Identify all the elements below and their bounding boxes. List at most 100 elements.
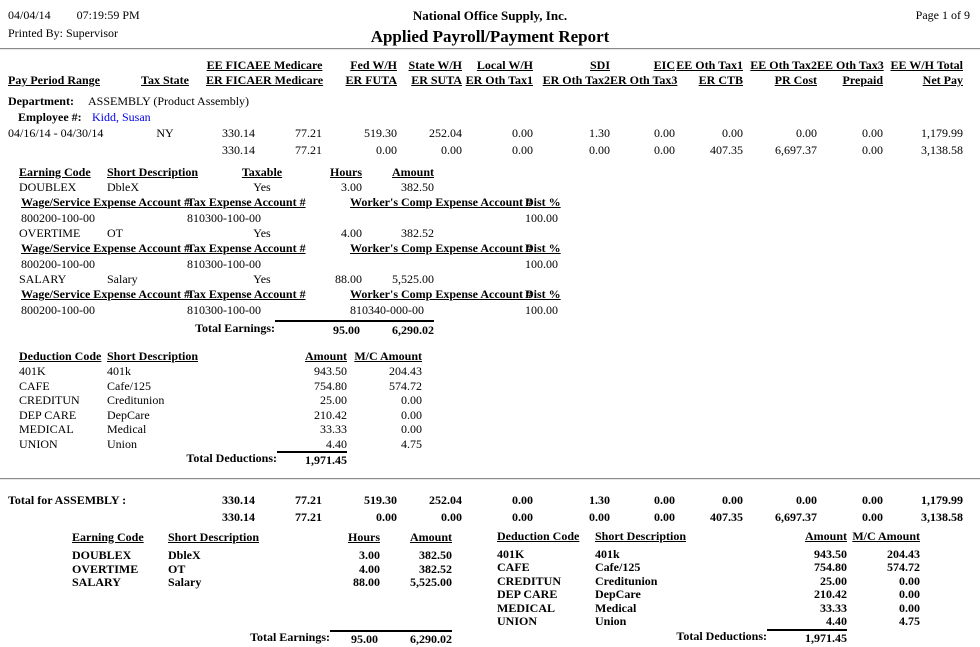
value-cell: 77.21 <box>295 510 322 524</box>
deduction-desc: Creditunion <box>107 393 165 407</box>
value-cell: 519.30 <box>364 493 397 507</box>
total-earnings-row: Total Earnings: 95.00 6,290.02 <box>0 320 980 339</box>
value-cell: 0.00 <box>862 493 883 507</box>
earning-amount: 382.52 <box>419 561 452 576</box>
deduction-mc-amount: 0.00 <box>401 407 422 422</box>
report-date: 04/04/14 <box>8 8 51 22</box>
deduction-code: MEDICAL <box>19 422 74 436</box>
report-titles: National Office Supply, Inc. Applied Pay… <box>0 8 980 47</box>
value-cell: 77.21 <box>295 126 322 140</box>
wage-expense-header: Wage/Service Expense Account # <box>21 195 190 209</box>
earning-summary-row: DOUBLEX DbleX 3.00 382.50 <box>72 548 452 563</box>
employee-name-link[interactable]: Kidd, Susan <box>92 110 151 124</box>
value-cell: 1.30 <box>589 126 610 140</box>
report-title: Applied Payroll/Payment Report <box>370 27 610 46</box>
total-deductions-row: Total Deductions: 1,971.45 <box>0 451 980 468</box>
col-header-net-pay: Net Pay <box>922 73 963 87</box>
earning-amount: 5,525.00 <box>410 575 452 589</box>
col-header-fed-wh: Fed W/H <box>350 58 397 72</box>
expense-values: 800200-100-00 810300-100-00 810340-000-0… <box>0 302 980 318</box>
deduction-code: 401K <box>19 364 46 378</box>
deduction-desc: DepCare <box>107 407 150 422</box>
deduction-mc-amount: 204.43 <box>887 546 920 561</box>
value-cell: 252.04 <box>429 493 462 507</box>
deduction-code: CREDITUN <box>19 393 80 407</box>
print-info: 04/04/14 07:19:59 PM Printed By: Supervis… <box>8 8 166 41</box>
col-header-pr-cost: PR Cost <box>774 73 817 87</box>
earnings-section: Earning Code Short Description Taxable H… <box>0 165 980 339</box>
total-deductions-amount: 1,971.45 <box>277 451 347 468</box>
deduction-desc: Medical <box>107 422 147 436</box>
deduction-desc: Union <box>595 614 627 628</box>
deduction-mc-amount: 4.75 <box>899 614 920 628</box>
value-cell: 0.00 <box>862 126 883 140</box>
value-cell: 0.00 <box>512 510 533 524</box>
wage-expense-account: 800200-100-00 <box>21 211 95 225</box>
deduction-code: 401K <box>497 546 525 561</box>
col-header-er-ctb: ER CTB <box>698 73 743 87</box>
col-header-er-futa: ER FUTA <box>345 73 397 87</box>
deduction-code: CAFE <box>19 378 50 393</box>
col-header-ee-oth-tax3: EE Oth Tax3 <box>817 58 884 72</box>
company-name: National Office Supply, Inc. <box>412 8 568 23</box>
deduction-amount: 210.42 <box>314 407 347 422</box>
total-deductions-label: Total Deductions: <box>186 451 277 465</box>
deduction-desc: Medical <box>595 600 637 615</box>
taxable-header: Taxable <box>241 165 283 179</box>
deduction-mc-amount: 0.00 <box>899 587 920 601</box>
employee-line: Employee #: Kidd, Susan <box>0 109 980 125</box>
value-cell: 330.14 <box>222 126 255 140</box>
deduction-summary-row: DEP CARE DepCare 210.42 0.00 <box>497 587 920 602</box>
comp-expense-account <box>350 256 525 272</box>
deductions-summary: Deduction Code Short Description Amount … <box>497 529 920 647</box>
deduction-mc-amount: 4.75 <box>401 436 422 451</box>
value-cell: 0.00 <box>441 143 462 157</box>
col-header-er-oth-tax1: ER Oth Tax1 <box>465 73 533 87</box>
amount-header: Amount <box>391 165 434 179</box>
dist-pct-value: 100.00 <box>525 257 558 271</box>
value-cell: 407.35 <box>710 510 743 524</box>
value-cell: 519.30 <box>364 126 397 140</box>
value-cell: 6,697.37 <box>775 510 817 524</box>
deductions-section: Deduction Code Short Description Amount … <box>0 349 980 468</box>
deduction-mc-amount: 574.72 <box>389 378 422 393</box>
expense-values: 800200-100-00 810300-100-00 100.00 <box>0 256 980 272</box>
value-cell: 0.00 <box>862 143 883 157</box>
earning-desc: OT <box>168 561 186 576</box>
deduction-amount: 33.33 <box>320 422 347 436</box>
deduction-amount: 4.40 <box>826 614 847 628</box>
value-cell: 3,138.58 <box>921 143 963 157</box>
earning-hours: 88.00 <box>353 575 380 589</box>
short-description-header: Short Description <box>107 165 198 179</box>
deduction-mc-amount: 204.43 <box>389 364 422 378</box>
deduction-row: CAFE Cafe/125 754.80 574.72 <box>0 379 980 394</box>
earning-code: SALARY <box>19 272 67 286</box>
deduction-mc-amount: 0.00 <box>401 393 422 407</box>
col-header-ee-medicare: EE Medicare <box>255 58 323 72</box>
value-cell: 0.00 <box>512 493 533 507</box>
short-description-header: Short Description <box>107 349 198 363</box>
deduction-amount: 754.80 <box>314 378 347 393</box>
earning-code-header: Earning Code <box>72 530 144 544</box>
dist-pct-header: Dist % <box>525 287 561 301</box>
earning-desc: DbleX <box>107 180 139 194</box>
earning-hours: 3.00 <box>359 548 380 562</box>
dist-pct-value: 100.00 <box>525 303 558 317</box>
earning-summary-row: OVERTIME OT 4.00 382.52 <box>72 561 452 577</box>
department-total-row-ee: Total for ASSEMBLY : 330.14 77.21 519.30… <box>0 492 980 509</box>
mc-amount-header: M/C Amount <box>852 529 920 543</box>
value-cell: 0.00 <box>722 126 743 140</box>
earning-code: OVERTIME <box>19 226 81 240</box>
tax-header-row-1: EE FICA EE Medicare Fed W/H State W/H Lo… <box>0 58 980 73</box>
deduction-desc: DepCare <box>595 587 641 601</box>
deduction-desc: Creditunion <box>595 573 658 588</box>
earnings-header: Earning Code Short Description Taxable H… <box>0 165 980 180</box>
deductions-summary-header: Deduction Code Short Description Amount … <box>497 529 920 544</box>
wage-expense-header: Wage/Service Expense Account # <box>21 287 190 301</box>
employee-label: Employee #: <box>18 110 82 124</box>
earning-amount: 382.50 <box>419 548 452 562</box>
value-cell: 1.30 <box>589 493 610 507</box>
department-summary: Earning Code Short Description Hours Amo… <box>0 529 980 647</box>
earning-summary-row: SALARY Salary 88.00 5,525.00 <box>72 575 452 590</box>
deduction-code-header: Deduction Code <box>19 349 102 363</box>
